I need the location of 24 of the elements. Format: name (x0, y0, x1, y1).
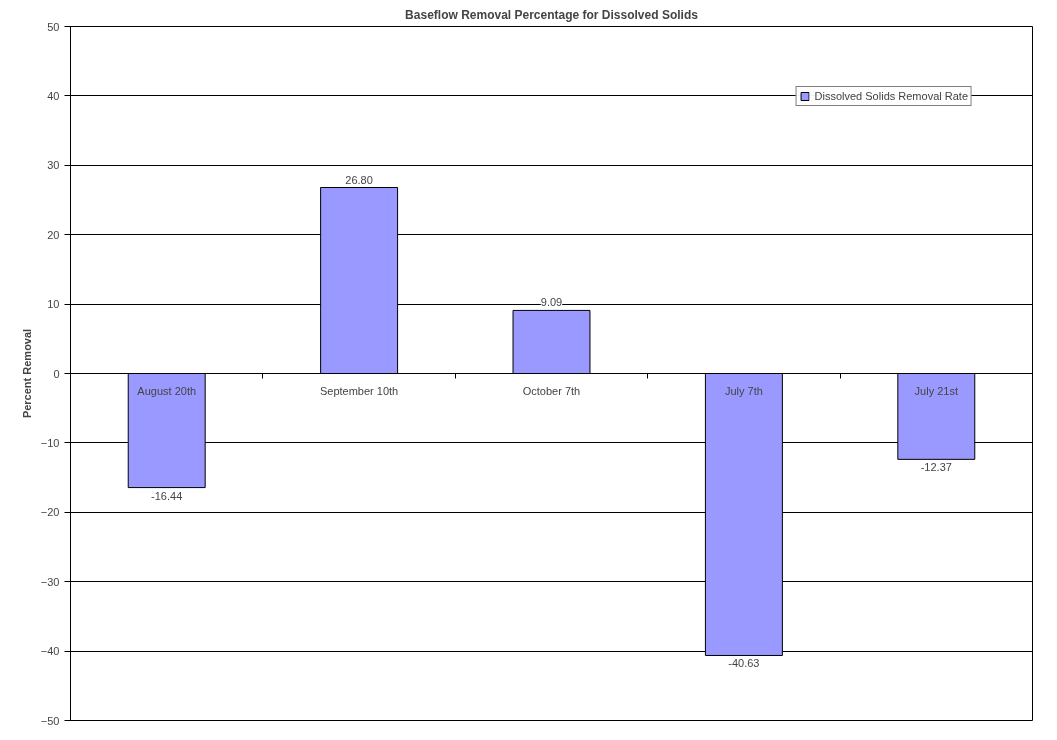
y-tick-label: −20 (40, 506, 60, 519)
y-tick-label: 40 (47, 89, 60, 102)
x-tick-label: August 20th (137, 384, 197, 397)
data-label: 9.09 (540, 296, 563, 309)
x-tick-label: July 21st (914, 384, 959, 397)
y-tick-label: −50 (40, 714, 60, 727)
y-tick-label: 0 (53, 367, 60, 380)
chart-title: Baseflow Removal Percentage for Dissolved Solids (405, 7, 699, 22)
legend-label: Dissolved Solids Removal Rate (814, 90, 968, 102)
data-label: -12.37 (920, 461, 952, 474)
data-label: -16.44 (151, 489, 183, 502)
y-tick-label: −10 (40, 436, 60, 449)
y-tick-label: −30 (40, 575, 60, 588)
y-tick-label: 20 (47, 228, 60, 241)
x-tick-label: October 7th (522, 384, 581, 397)
y-tick-label: 30 (47, 159, 60, 172)
x-tick-label: September 10th (319, 384, 399, 397)
data-label: 26.80 (345, 173, 373, 186)
y-tick-label: 10 (47, 298, 60, 311)
x-tick-label: July 7th (724, 384, 763, 397)
y-tick-label: −40 (40, 645, 60, 658)
y-tick-label: 50 (47, 20, 60, 33)
data-label: -40.63 (728, 657, 760, 670)
y-axis-title: Percent Removal (20, 328, 33, 419)
